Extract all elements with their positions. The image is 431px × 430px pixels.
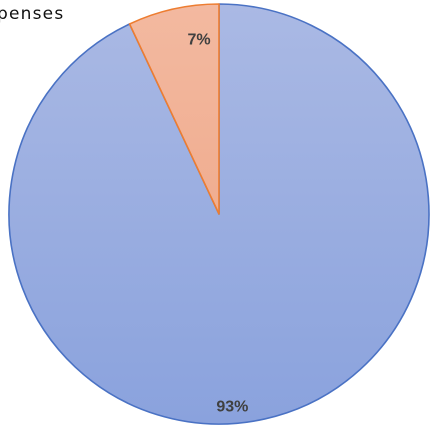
pie-slices: [8, 3, 430, 425]
data-label-1: 93%: [216, 399, 248, 416]
data-label-2: 7%: [187, 32, 210, 49]
chart-title-fragment: penses: [0, 4, 65, 24]
pie-slice-2: [128, 3, 220, 215]
pie-labels: 93% 7%: [187, 32, 248, 416]
